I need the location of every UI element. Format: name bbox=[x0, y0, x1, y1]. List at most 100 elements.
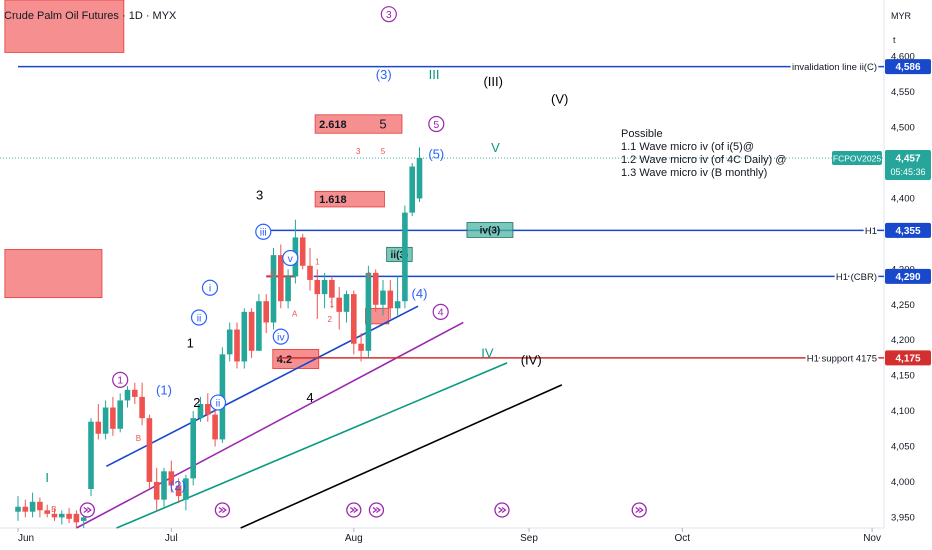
note-line: 1.1 Wave micro iv (of i(5)@ bbox=[621, 141, 755, 153]
candle-body bbox=[336, 297, 342, 312]
y-tick-label: 4,600 bbox=[891, 52, 915, 63]
candle-body bbox=[73, 513, 80, 523]
candle-body bbox=[37, 501, 43, 511]
candle bbox=[190, 411, 196, 486]
level-line-label: H1 bbox=[865, 226, 877, 237]
wave-label: (3) bbox=[376, 67, 392, 82]
candle-body bbox=[380, 290, 386, 305]
candle-body bbox=[358, 343, 364, 351]
candle-body bbox=[29, 501, 36, 512]
candle-body bbox=[285, 276, 291, 302]
candle-body bbox=[256, 301, 262, 351]
wave-label: 3 bbox=[256, 187, 263, 202]
wave-label: (1) bbox=[156, 382, 172, 397]
wave-label: 3 bbox=[356, 147, 361, 156]
candle bbox=[197, 396, 204, 422]
wave-label: B bbox=[51, 505, 56, 514]
wave-circle bbox=[209, 394, 227, 411]
zone-label: 4.2 bbox=[277, 354, 292, 366]
level-line-label: H1 (CBR) bbox=[836, 272, 877, 283]
wave-label: ii bbox=[197, 312, 202, 324]
candle-body bbox=[241, 311, 248, 362]
note-line: 1.2 Wave micro iv (of 4C Daily) @ bbox=[621, 154, 787, 166]
candle-body bbox=[351, 294, 357, 344]
candle bbox=[124, 386, 131, 408]
event-glyph bbox=[498, 507, 507, 513]
wave-box bbox=[466, 222, 514, 238]
candle bbox=[380, 279, 386, 316]
candle bbox=[15, 496, 21, 521]
candle bbox=[358, 333, 364, 362]
candle bbox=[314, 269, 321, 319]
price-flag-value: 4,290 bbox=[895, 272, 920, 283]
candle bbox=[88, 418, 94, 497]
price-flag bbox=[885, 350, 931, 366]
candle-body bbox=[329, 279, 335, 298]
wave-label: (III) bbox=[483, 74, 503, 89]
countdown-label: 05:45:36 bbox=[890, 167, 925, 177]
candle-body bbox=[117, 400, 123, 429]
candle bbox=[409, 163, 415, 217]
candle-body bbox=[168, 471, 175, 486]
wave-label: (5) bbox=[428, 146, 444, 161]
event-glyph bbox=[372, 507, 381, 513]
wave-label: (4) bbox=[412, 286, 428, 301]
candle-body bbox=[307, 265, 313, 280]
y-tick-label: 4,100 bbox=[891, 406, 915, 417]
candle bbox=[51, 508, 58, 521]
x-tick-label: Sep bbox=[520, 533, 538, 544]
candle bbox=[44, 504, 50, 518]
price-flag-value: 4,586 bbox=[895, 62, 920, 73]
candle-body bbox=[146, 418, 153, 482]
wave-box-label: iv(3) bbox=[480, 225, 501, 236]
candle-body bbox=[343, 294, 350, 312]
candle-body bbox=[190, 418, 196, 479]
y-tick-label: 3,950 bbox=[891, 512, 915, 523]
candle bbox=[102, 400, 109, 440]
candle bbox=[387, 279, 394, 319]
candle bbox=[416, 147, 423, 202]
wave-label: V bbox=[491, 140, 500, 155]
wave-label: I bbox=[45, 470, 49, 485]
candle-body bbox=[22, 506, 29, 512]
candle-body bbox=[234, 329, 240, 362]
y-tick-label: 4,550 bbox=[891, 87, 915, 98]
candle-body bbox=[416, 158, 423, 199]
wave-label: IV bbox=[481, 345, 494, 360]
candle-body bbox=[80, 517, 87, 521]
wave-circle bbox=[272, 328, 289, 345]
y-tick-label: 4,500 bbox=[891, 123, 915, 134]
wave-label: 2 bbox=[327, 315, 332, 324]
candle-body bbox=[263, 301, 269, 323]
wave-label: i bbox=[209, 283, 211, 295]
candle-body bbox=[59, 513, 65, 518]
event-glyph bbox=[83, 507, 92, 513]
candle-body bbox=[205, 403, 211, 415]
candle-body bbox=[88, 421, 94, 490]
candle bbox=[183, 474, 189, 511]
wave-label: III bbox=[429, 67, 440, 82]
candle-body bbox=[95, 421, 102, 434]
wave-label: 5 bbox=[381, 147, 386, 156]
candle-body bbox=[44, 510, 50, 514]
candle-body bbox=[139, 396, 145, 419]
wave-label: (IV) bbox=[521, 353, 542, 368]
candle bbox=[226, 322, 233, 362]
fib-zone bbox=[314, 190, 385, 208]
candle-body bbox=[124, 389, 131, 401]
candle bbox=[73, 510, 80, 528]
candle bbox=[110, 396, 116, 436]
x-tick-label: Aug bbox=[345, 533, 363, 544]
event-glyph bbox=[635, 507, 644, 513]
candle bbox=[365, 265, 372, 358]
current-price-flag bbox=[885, 150, 931, 181]
event-glyph bbox=[349, 507, 359, 513]
wave-label: 5 bbox=[433, 119, 439, 131]
candle-body bbox=[212, 414, 218, 440]
candle-body bbox=[51, 513, 58, 518]
wave-box-label: ii(3) bbox=[391, 250, 409, 261]
candle bbox=[117, 393, 123, 433]
wave-circle bbox=[380, 6, 397, 23]
